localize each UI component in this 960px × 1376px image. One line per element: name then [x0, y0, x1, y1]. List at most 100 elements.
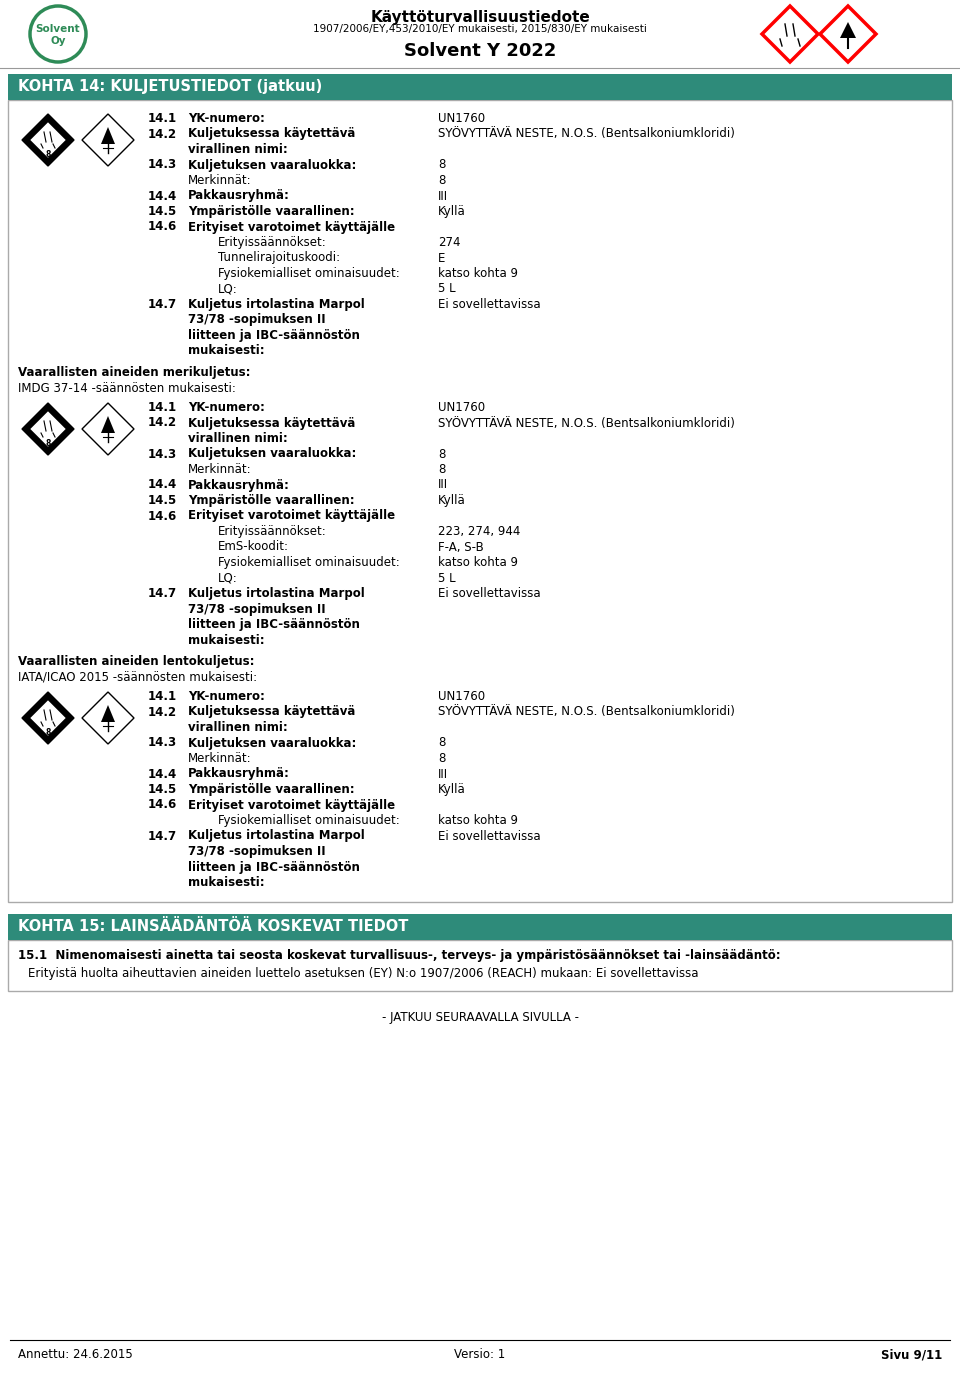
Text: 8: 8 [438, 462, 445, 476]
Text: Erityissäännökset:: Erityissäännökset: [218, 526, 326, 538]
Text: 14.3: 14.3 [148, 158, 178, 172]
Polygon shape [101, 127, 115, 144]
Text: Solvent: Solvent [36, 23, 81, 34]
Text: YK-numero:: YK-numero: [188, 111, 265, 125]
Polygon shape [762, 6, 818, 62]
Text: - JATKUU SEURAAVALLA SIVULLA -: - JATKUU SEURAAVALLA SIVULLA - [381, 1010, 579, 1024]
Text: Pakkausryhmä:: Pakkausryhmä: [188, 768, 290, 780]
Text: 8: 8 [438, 736, 445, 750]
Text: 14.4: 14.4 [148, 768, 178, 780]
Text: 14.1: 14.1 [148, 689, 178, 703]
Text: mukaisesti:: mukaisesti: [188, 877, 265, 889]
Text: Kyllä: Kyllä [438, 783, 466, 795]
Text: Erityistä huolta aiheuttavien aineiden luettelo asetuksen (EY) N:o 1907/2006 (RE: Erityistä huolta aiheuttavien aineiden l… [28, 967, 699, 980]
Text: Versio: 1: Versio: 1 [454, 1348, 506, 1361]
Text: SYÖVYTTÄVÄ NESTE, N.O.S. (Bentsalkoniumkloridi): SYÖVYTTÄVÄ NESTE, N.O.S. (Bentsalkoniumk… [438, 706, 734, 718]
Text: 73/78 -sopimuksen II: 73/78 -sopimuksen II [188, 314, 325, 326]
Text: Kyllä: Kyllä [438, 494, 466, 506]
Text: 14.2: 14.2 [148, 128, 178, 140]
Text: SYÖVYTTÄVÄ NESTE, N.O.S. (Bentsalkoniumkloridi): SYÖVYTTÄVÄ NESTE, N.O.S. (Bentsalkoniumk… [438, 417, 734, 429]
Text: IATA/ICAO 2015 -säännösten mukaisesti:: IATA/ICAO 2015 -säännösten mukaisesti: [18, 670, 257, 684]
Text: liitteen ja IBC-säännöstön: liitteen ja IBC-säännöstön [188, 860, 360, 874]
Text: mukaisesti:: mukaisesti: [188, 633, 265, 647]
Text: 14.1: 14.1 [148, 400, 178, 414]
Text: 8: 8 [45, 439, 51, 447]
Polygon shape [31, 122, 65, 158]
Text: III: III [438, 190, 448, 202]
Text: Käyttöturvallisuustiedote: Käyttöturvallisuustiedote [371, 10, 589, 25]
Text: UN1760: UN1760 [438, 400, 485, 414]
Text: Pakkausryhmä:: Pakkausryhmä: [188, 190, 290, 202]
Text: Fysiokemialliset ominaisuudet:: Fysiokemialliset ominaisuudet: [218, 556, 399, 570]
Text: Erityissäännökset:: Erityissäännökset: [218, 237, 326, 249]
Text: 14.4: 14.4 [148, 190, 178, 202]
Text: IMDG 37-14 -säännösten mukaisesti:: IMDG 37-14 -säännösten mukaisesti: [18, 381, 236, 395]
Text: Ympäristölle vaarallinen:: Ympäristölle vaarallinen: [188, 783, 354, 795]
Polygon shape [101, 705, 115, 722]
Text: Vaarallisten aineiden merikuljetus:: Vaarallisten aineiden merikuljetus: [18, 366, 251, 378]
Text: Kuljetuksessa käytettävä: Kuljetuksessa käytettävä [188, 417, 355, 429]
Bar [8, 100, 952, 901]
Text: 14.3: 14.3 [148, 447, 178, 461]
Text: Kyllä: Kyllä [438, 205, 466, 217]
Text: E: E [438, 252, 445, 264]
Text: EmS-koodit:: EmS-koodit: [218, 541, 289, 553]
Text: 5 L: 5 L [438, 571, 456, 585]
Text: 14.2: 14.2 [148, 706, 178, 718]
Bar [8, 74, 952, 100]
Text: 8: 8 [438, 753, 445, 765]
Text: 1907/2006/EY,453/2010/EY mukaisesti, 2015/830/EY mukaisesti: 1907/2006/EY,453/2010/EY mukaisesti, 201… [313, 23, 647, 34]
Bar [8, 940, 952, 991]
Text: Erityiset varotoimet käyttäjälle: Erityiset varotoimet käyttäjälle [188, 509, 396, 523]
Text: Kuljetuksen vaaraluokka:: Kuljetuksen vaaraluokka: [188, 736, 356, 750]
Text: Erityiset varotoimet käyttäjälle: Erityiset varotoimet käyttäjälle [188, 798, 396, 812]
Bar [8, 914, 952, 940]
Text: 15.1  Nimenomaisesti ainetta tai seosta koskevat turvallisuus-, terveys- ja ympä: 15.1 Nimenomaisesti ainetta tai seosta k… [18, 949, 780, 962]
Text: Kuljetus irtolastina Marpol: Kuljetus irtolastina Marpol [188, 588, 365, 600]
Text: Fysiokemialliset ominaisuudet:: Fysiokemialliset ominaisuudet: [218, 815, 399, 827]
Text: KOHTA 14: KULJETUSTIEDOT (jatkuu): KOHTA 14: KULJETUSTIEDOT (jatkuu) [18, 80, 323, 95]
Text: virallinen nimi:: virallinen nimi: [188, 432, 288, 444]
Polygon shape [22, 403, 74, 455]
Text: 14.6: 14.6 [148, 798, 178, 812]
Text: liitteen ja IBC-säännöstön: liitteen ja IBC-säännöstön [188, 618, 360, 632]
Polygon shape [101, 416, 115, 433]
Text: 14.7: 14.7 [148, 299, 178, 311]
Text: YK-numero:: YK-numero: [188, 689, 265, 703]
Text: Ympäristölle vaarallinen:: Ympäristölle vaarallinen: [188, 205, 354, 217]
Text: Oy: Oy [50, 36, 65, 45]
Text: 14.3: 14.3 [148, 736, 178, 750]
Text: katso kohta 9: katso kohta 9 [438, 267, 518, 279]
Polygon shape [820, 6, 876, 62]
Text: 14.7: 14.7 [148, 830, 178, 842]
Text: Kuljetuksessa käytettävä: Kuljetuksessa käytettävä [188, 128, 355, 140]
Text: 14.5: 14.5 [148, 783, 178, 795]
Text: 14.2: 14.2 [148, 417, 178, 429]
Text: III: III [438, 768, 448, 780]
Text: 274: 274 [438, 237, 461, 249]
Text: Ei sovellettavissa: Ei sovellettavissa [438, 299, 540, 311]
Text: Ei sovellettavissa: Ei sovellettavissa [438, 830, 540, 842]
Text: 14.6: 14.6 [148, 509, 178, 523]
Text: Kuljetuksen vaaraluokka:: Kuljetuksen vaaraluokka: [188, 447, 356, 461]
Polygon shape [840, 22, 856, 39]
Text: Kuljetus irtolastina Marpol: Kuljetus irtolastina Marpol [188, 299, 365, 311]
Text: 14.7: 14.7 [148, 588, 178, 600]
Text: virallinen nimi:: virallinen nimi: [188, 721, 288, 733]
Polygon shape [82, 692, 134, 744]
Text: LQ:: LQ: [218, 571, 238, 585]
Text: SYÖVYTTÄVÄ NESTE, N.O.S. (Bentsalkoniumkloridi): SYÖVYTTÄVÄ NESTE, N.O.S. (Bentsalkoniumk… [438, 128, 734, 140]
Text: Kuljetuksessa käytettävä: Kuljetuksessa käytettävä [188, 706, 355, 718]
Text: 223, 274, 944: 223, 274, 944 [438, 526, 520, 538]
Text: 5 L: 5 L [438, 282, 456, 296]
Text: katso kohta 9: katso kohta 9 [438, 815, 518, 827]
Text: virallinen nimi:: virallinen nimi: [188, 143, 288, 155]
Text: Pakkausryhmä:: Pakkausryhmä: [188, 479, 290, 491]
Text: UN1760: UN1760 [438, 111, 485, 125]
Text: 8: 8 [438, 173, 445, 187]
Text: Ympäristölle vaarallinen:: Ympäristölle vaarallinen: [188, 494, 354, 506]
Text: YK-numero:: YK-numero: [188, 400, 265, 414]
Text: Merkinnät:: Merkinnät: [188, 462, 252, 476]
Text: Solvent Y 2022: Solvent Y 2022 [404, 43, 556, 61]
Text: 14.5: 14.5 [148, 205, 178, 217]
